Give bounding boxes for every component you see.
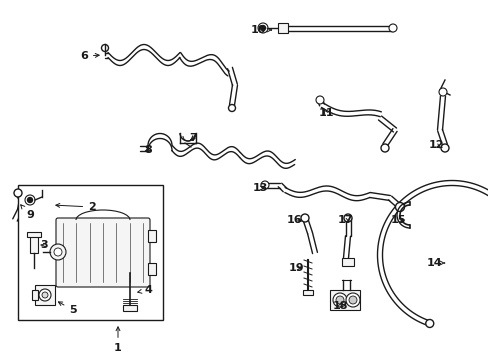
Circle shape: [102, 45, 108, 51]
Circle shape: [261, 181, 268, 189]
Bar: [303, 290, 312, 295]
Bar: [35, 285, 55, 305]
Circle shape: [25, 195, 35, 205]
Circle shape: [346, 293, 359, 307]
Text: 17: 17: [337, 215, 352, 225]
Text: 16: 16: [286, 215, 302, 225]
Text: 12: 12: [427, 140, 443, 150]
FancyBboxPatch shape: [56, 218, 150, 287]
Circle shape: [228, 104, 235, 112]
Circle shape: [27, 198, 32, 202]
Text: 5: 5: [58, 302, 77, 315]
Bar: [27, 232, 41, 237]
Bar: [329, 290, 359, 310]
Text: 6: 6: [80, 51, 99, 61]
Circle shape: [42, 292, 48, 298]
Circle shape: [14, 189, 22, 197]
Circle shape: [440, 144, 448, 152]
Bar: [341, 258, 353, 266]
Circle shape: [380, 144, 388, 152]
Text: 1: 1: [114, 327, 122, 353]
Text: 3: 3: [40, 240, 48, 250]
Text: 14: 14: [426, 258, 444, 268]
Bar: [148, 230, 156, 242]
Circle shape: [332, 293, 346, 307]
Circle shape: [301, 214, 308, 222]
Text: 9: 9: [20, 205, 34, 220]
Bar: [30, 235, 38, 253]
Text: 15: 15: [389, 215, 405, 225]
Bar: [123, 305, 137, 311]
Text: 18: 18: [331, 301, 347, 311]
Text: 4: 4: [138, 285, 152, 295]
Circle shape: [335, 296, 343, 304]
Circle shape: [315, 96, 324, 104]
Circle shape: [260, 26, 265, 31]
Circle shape: [50, 244, 66, 260]
Circle shape: [348, 296, 356, 304]
Bar: [18, 185, 163, 320]
Circle shape: [343, 214, 351, 222]
Text: 7: 7: [189, 133, 197, 143]
Circle shape: [388, 24, 396, 32]
Text: 2: 2: [56, 202, 96, 212]
Circle shape: [425, 319, 433, 328]
Bar: [278, 23, 287, 33]
Bar: [148, 263, 156, 275]
Circle shape: [395, 202, 404, 212]
Text: 11: 11: [318, 108, 333, 118]
Circle shape: [258, 23, 267, 33]
Text: 8: 8: [144, 145, 152, 155]
Bar: [32, 290, 38, 300]
Text: 19: 19: [287, 263, 303, 273]
Circle shape: [438, 88, 446, 96]
Text: 10: 10: [250, 25, 271, 35]
Circle shape: [39, 289, 51, 301]
Text: 13: 13: [252, 183, 267, 193]
Circle shape: [54, 248, 62, 256]
